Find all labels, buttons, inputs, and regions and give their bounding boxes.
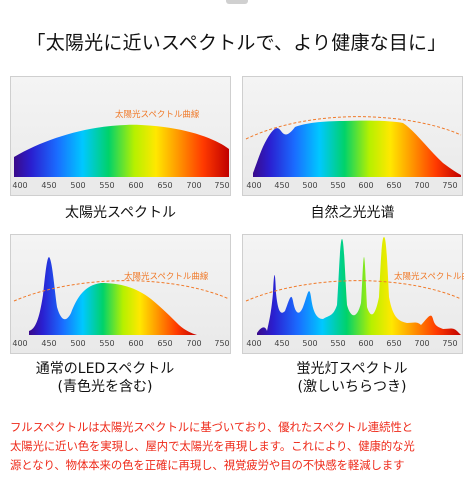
tick-1-550: 550 [99, 181, 114, 190]
tick-1-600: 600 [128, 181, 143, 190]
fluorescent-curve [245, 280, 462, 302]
tick-4-600: 600 [358, 339, 373, 348]
tick-2-600: 600 [358, 181, 373, 190]
top-edge-mark [226, 0, 248, 4]
panel-fluorescent-spectrum: 太陽光スペクトル曲線 400 450 500 550 600 650 700 7… [242, 234, 464, 354]
tick-3-500: 500 [70, 339, 85, 348]
sunlight-spectrum-shape [14, 124, 229, 177]
tick-3-550: 550 [99, 339, 114, 348]
headline: 「太陽光に近いスペクトルで、より健康な目に」 [26, 32, 447, 54]
caption-fluorescent: 蛍光灯スペクトル (激しいちらつき) [296, 361, 408, 395]
tick-1-500: 500 [70, 181, 85, 190]
tick-1-700: 700 [186, 181, 201, 190]
tick-3-400: 400 [12, 339, 27, 348]
curve-label-3: 太陽光スペクトル曲線 [124, 271, 209, 282]
led-spectrum-shape [29, 257, 197, 335]
tick-2-650: 650 [386, 181, 401, 190]
description-line-3: 源となり、物体本来の色を正確に再現し、視覚疲労や目の不快感を軽減します [10, 458, 405, 472]
curve-label-4: 太陽光スペクトル曲線 [394, 271, 464, 282]
panel-natural-light-spectrum: 400 450 500 550 600 650 700 750 [242, 76, 463, 196]
description-line-2: 太陽光に近い色を実現し、屋内で太陽光を再現します。これにより、健康的な光 [10, 439, 415, 453]
description: フルスペクトルは太陽光スペクトルに基づいており、優れたスペクトル連続性と 太陽光… [10, 418, 468, 475]
natural-light-curve [245, 116, 462, 140]
tick-1-450: 450 [41, 181, 56, 190]
natural-light-spectrum-shape [253, 120, 461, 177]
tick-4-700: 700 [414, 339, 429, 348]
tick-3-600: 600 [128, 339, 143, 348]
tick-3-700: 700 [186, 339, 201, 348]
tick-4-500: 500 [302, 339, 317, 348]
caption-sunlight: 太陽光スペクトル [64, 205, 177, 221]
caption-natural-light: 自然之光光谱 [310, 205, 395, 221]
tick-4-450: 450 [274, 339, 289, 348]
tick-4-550: 550 [330, 339, 345, 348]
tick-2-550: 550 [330, 181, 345, 190]
led-curve [13, 280, 230, 302]
tick-2-400: 400 [246, 181, 261, 190]
panel-led-spectrum: 太陽光スペクトル曲線 400 450 500 550 600 650 700 7… [10, 234, 231, 354]
tick-2-700: 700 [414, 181, 429, 190]
tick-2-500: 500 [302, 181, 317, 190]
panel-sunlight-spectrum: 太陽光スペクトル曲線 400 450 500 550 600 650 700 7… [10, 76, 231, 196]
tick-4-750: 750 [442, 339, 457, 348]
tick-4-400: 400 [246, 339, 261, 348]
tick-1-750: 750 [214, 181, 229, 190]
curve-label-1: 太陽光スペクトル曲線 [115, 109, 200, 120]
tick-1-650: 650 [157, 181, 172, 190]
tick-3-650: 650 [157, 339, 172, 348]
tick-1-400: 400 [12, 181, 27, 190]
tick-3-450: 450 [41, 339, 56, 348]
tick-2-450: 450 [274, 181, 289, 190]
tick-3-750: 750 [214, 339, 229, 348]
tick-2-750: 750 [442, 181, 457, 190]
caption-led: 通常のLEDスペクトル (青色光を含む) [35, 361, 175, 395]
fluorescent-spectrum-shape [257, 237, 461, 335]
tick-4-650: 650 [386, 339, 401, 348]
description-line-1: フルスペクトルは太陽光スペクトルに基づいており、優れたスペクトル連続性と [10, 420, 413, 434]
